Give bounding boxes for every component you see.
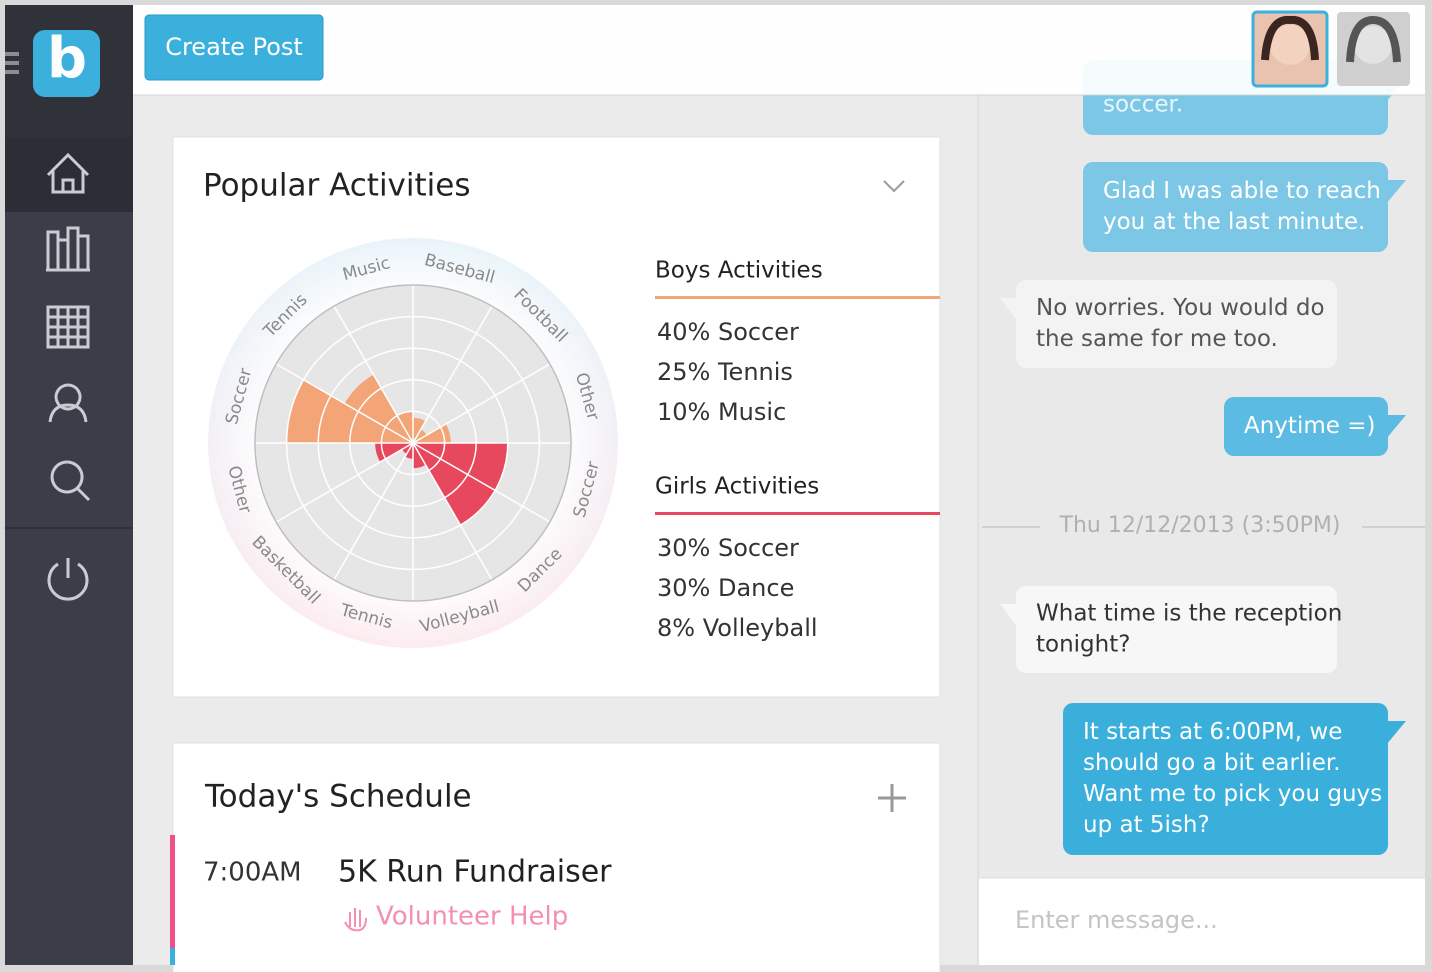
spoke bbox=[412, 442, 551, 523]
home-icon[interactable] bbox=[46, 152, 90, 194]
legend: Boys Activities 40% Soccer 25% Tennis 10% M… bbox=[655, 258, 940, 642]
legend-item: 25% Tennis bbox=[657, 358, 793, 386]
event-time: 7:00AM bbox=[203, 858, 302, 888]
schedule-accent bbox=[170, 835, 175, 965]
message-text: No worries. You would do bbox=[1036, 295, 1325, 321]
message-bubble bbox=[1224, 397, 1388, 456]
bubble-tail bbox=[1386, 721, 1406, 745]
timestamp: Thu 12/12/2013 (3:50PM) bbox=[1059, 513, 1341, 538]
sector bbox=[413, 443, 508, 491]
collapse-chevron[interactable] bbox=[883, 180, 905, 193]
input-placeholder[interactable]: Enter message... bbox=[1015, 906, 1218, 934]
calendar-icon[interactable] bbox=[46, 305, 90, 349]
avatar-hair bbox=[1261, 15, 1319, 61]
chart-border bbox=[254, 284, 572, 602]
message-text: you at the last minute. bbox=[1103, 209, 1365, 235]
spoke bbox=[412, 363, 551, 444]
schedule-title: Today's Schedule bbox=[204, 779, 472, 815]
spoke bbox=[412, 305, 493, 444]
legend-item: 40% Soccer bbox=[657, 318, 799, 346]
sector bbox=[344, 374, 413, 443]
chat: soccer. Glad I was able to reach you at th… bbox=[979, 60, 1425, 965]
avatar-face bbox=[1270, 25, 1310, 65]
message-text: soccer. bbox=[1103, 92, 1183, 118]
spoke bbox=[412, 442, 493, 581]
sector bbox=[402, 443, 413, 454]
legend-underline bbox=[655, 296, 940, 299]
message-text: up at 5ish? bbox=[1083, 812, 1210, 838]
create-post-label[interactable]: Create Post bbox=[165, 33, 303, 61]
logo[interactable] bbox=[33, 30, 100, 97]
avatar-hair bbox=[1346, 15, 1401, 63]
message-bubble bbox=[1016, 280, 1337, 368]
legend-item: 8% Volleyball bbox=[657, 614, 818, 642]
event-name[interactable]: 5K Run Fundraiser bbox=[338, 855, 612, 890]
message-text: should go a bit earlier. bbox=[1083, 750, 1341, 776]
profile-icon[interactable] bbox=[48, 383, 88, 423]
legend-underline bbox=[655, 512, 940, 515]
message-text: Want me to pick you guys bbox=[1083, 781, 1382, 807]
legend-item: 30% Dance bbox=[657, 574, 794, 602]
bubble-tail bbox=[1000, 604, 1018, 628]
active-nav bbox=[5, 137, 133, 212]
schedule-accent-2 bbox=[170, 948, 175, 965]
logo-letter: b bbox=[47, 26, 87, 91]
spoke bbox=[275, 442, 414, 523]
legend-title: Girls Activities bbox=[655, 474, 819, 500]
legend-item: 30% Soccer bbox=[657, 534, 799, 562]
message-text: What time is the reception bbox=[1036, 601, 1342, 627]
spoke bbox=[275, 363, 414, 444]
message-bubble bbox=[1063, 703, 1388, 855]
card-title: Popular Activities bbox=[203, 168, 471, 204]
message-input[interactable] bbox=[979, 878, 1425, 965]
message-text: tonight? bbox=[1036, 632, 1130, 658]
event-tag[interactable]: Volunteer Help bbox=[376, 902, 568, 932]
message-text: It starts at 6:00PM, we bbox=[1083, 719, 1342, 745]
message-bubble bbox=[1016, 586, 1337, 673]
message-text: Glad I was able to reach bbox=[1103, 178, 1381, 204]
power-icon[interactable] bbox=[47, 558, 89, 601]
add-icon[interactable] bbox=[878, 784, 906, 812]
top-bar bbox=[133, 5, 1425, 95]
legend-title: Boys Activities bbox=[655, 258, 823, 284]
message-text: Anytime =) bbox=[1244, 413, 1375, 439]
create-post-button[interactable] bbox=[144, 14, 324, 81]
legend-item: 10% Music bbox=[657, 398, 786, 426]
avatar-face bbox=[1354, 26, 1392, 64]
bubble-tail bbox=[1386, 180, 1406, 204]
menu-handle bbox=[5, 52, 19, 74]
bubble-tail bbox=[1000, 298, 1018, 322]
sector bbox=[286, 379, 413, 443]
message-text: the same for me too. bbox=[1036, 326, 1278, 352]
stats-icon[interactable] bbox=[46, 226, 90, 272]
spoke bbox=[333, 305, 414, 444]
spoke bbox=[333, 442, 414, 581]
sector bbox=[413, 429, 427, 443]
bubble-tail bbox=[1386, 415, 1406, 439]
sector bbox=[413, 443, 496, 526]
search-icon[interactable] bbox=[50, 460, 91, 502]
message-bubble bbox=[1083, 162, 1388, 252]
hand-icon bbox=[344, 908, 367, 932]
